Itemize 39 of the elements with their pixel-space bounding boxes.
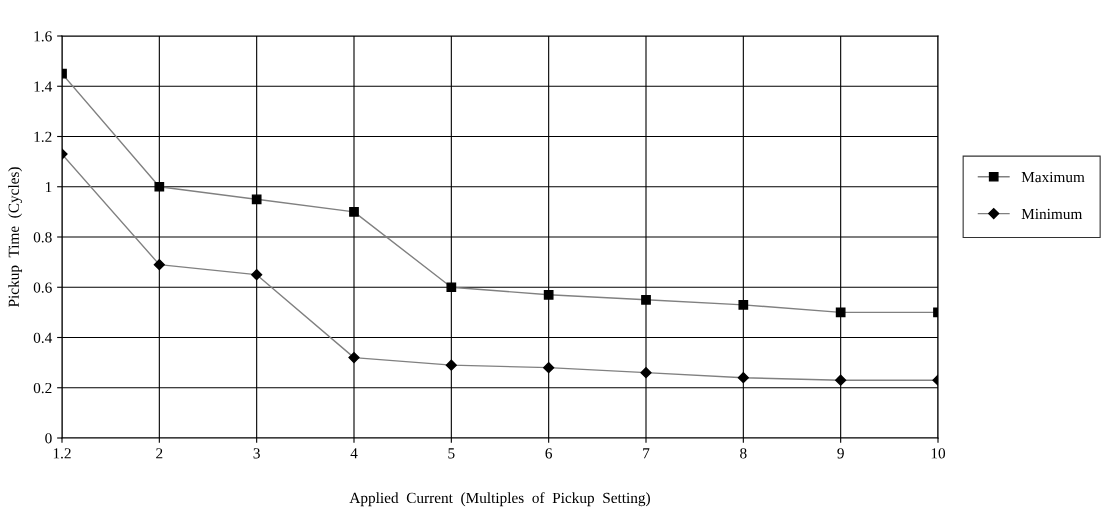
x-axis-title: Applied Current (Multiples of Pickup Setting) (349, 492, 650, 507)
x-tick-label: 4 (350, 448, 358, 459)
point (349, 207, 359, 217)
x-tick-label: 2 (156, 448, 163, 459)
x-tick-label: 5 (448, 448, 455, 459)
x-tick-label: 10 (931, 448, 946, 459)
y-tick-label: 0.2 (33, 382, 52, 394)
x-tick-label: 8 (740, 448, 747, 459)
y-tick-label: 0 (45, 433, 52, 444)
y-axis-title: Pickup Time (Cycles) (8, 167, 23, 308)
point (835, 374, 847, 386)
point (543, 289, 554, 300)
x-tick-label: 9 (837, 448, 844, 459)
legend-label: Maximum (1021, 171, 1085, 183)
point (445, 359, 457, 371)
point (348, 351, 360, 364)
y-tick-label: 0.8 (33, 232, 52, 243)
y-tick-label: 1.4 (34, 81, 53, 92)
point (543, 362, 555, 374)
point (154, 181, 165, 192)
x-tick-label: 1.2 (53, 448, 71, 459)
point (153, 259, 165, 271)
y-tick-label: 1.2 (34, 131, 52, 143)
point (737, 372, 749, 384)
y-tick-label: 0.6 (33, 282, 52, 293)
point (641, 294, 651, 305)
point (251, 269, 263, 281)
point (835, 307, 846, 318)
x-tick-label: 3 (253, 448, 260, 459)
point (446, 282, 457, 293)
legend-label: Minimum (1021, 208, 1083, 220)
x-tick-label: 6 (545, 448, 553, 459)
x-tick-label: 7 (643, 448, 650, 459)
y-tick-label: 1 (45, 181, 52, 193)
point (251, 194, 262, 205)
point (640, 367, 652, 379)
y-tick-label: 1.6 (34, 31, 52, 42)
y-tick-label: 0.4 (33, 332, 53, 344)
point (738, 299, 749, 310)
